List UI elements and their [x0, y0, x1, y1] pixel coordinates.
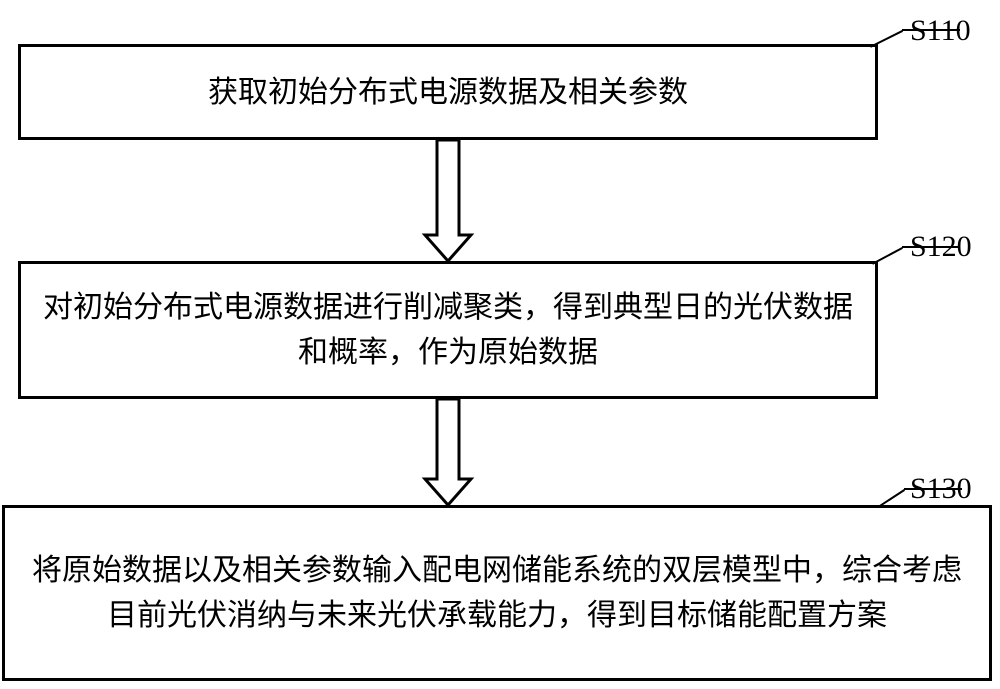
step-text: 对初始分布式电源数据进行削减聚类，得到典型日的光伏数据和概率，作为原始数据: [41, 285, 855, 375]
callout-diagonal: [870, 30, 903, 48]
callout-horizontal: [902, 29, 960, 31]
flowchart-canvas: 获取初始分布式电源数据及相关参数 S110 对初始分布式电源数据进行削减聚类，得到典…: [0, 0, 1000, 689]
callout-horizontal: [902, 246, 960, 248]
callout-diagonal: [872, 247, 903, 265]
arrow-down-1: [421, 138, 475, 263]
step-label-s110: S110: [910, 14, 971, 48]
callout-horizontal: [904, 488, 962, 490]
step-box-s130: 将原始数据以及相关参数输入配电网储能系统的双层模型中，综合考虑目前光伏消纳与未来…: [2, 505, 992, 681]
arrow-down-2: [421, 397, 475, 507]
step-box-s110: 获取初始分布式电源数据及相关参数: [18, 44, 878, 140]
step-text: 将原始数据以及相关参数输入配电网储能系统的双层模型中，综合考虑目前光伏消纳与未来…: [25, 548, 969, 638]
step-box-s120: 对初始分布式电源数据进行削减聚类，得到典型日的光伏数据和概率，作为原始数据: [18, 261, 878, 399]
step-text: 获取初始分布式电源数据及相关参数: [208, 70, 688, 115]
